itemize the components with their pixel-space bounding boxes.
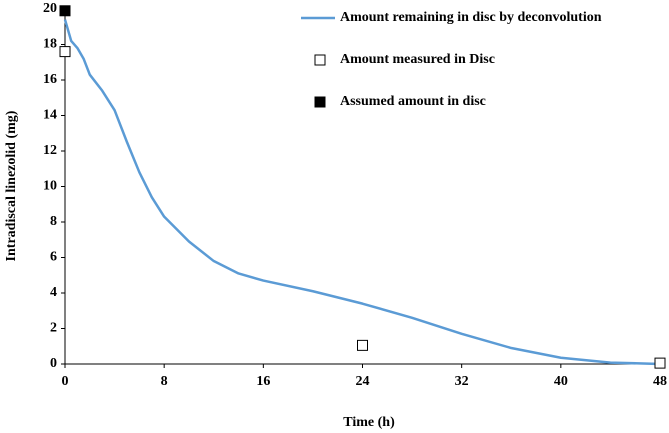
y-tick-label: 18	[43, 37, 57, 52]
y-tick-label: 6	[50, 250, 57, 265]
x-tick-label: 32	[455, 374, 469, 389]
data-point	[357, 339, 368, 351]
x-tick-label: 0	[62, 374, 69, 389]
y-tick-label: 0	[50, 356, 57, 371]
data-point	[59, 46, 71, 58]
legend-label: Amount remaining in disc by deconvolutio…	[340, 10, 602, 25]
legend-swatch	[314, 54, 326, 66]
x-tick-label: 24	[356, 374, 370, 389]
x-tick-label: 48	[653, 374, 667, 389]
legend-label: Amount measured in Disc	[340, 52, 495, 67]
legend-label: Assumed amount in disc	[340, 94, 486, 109]
x-tick-label: 8	[161, 374, 168, 389]
legend-swatch	[314, 96, 326, 108]
y-tick-label: 10	[43, 179, 57, 194]
y-tick-label: 20	[43, 1, 57, 16]
data-point	[654, 357, 666, 369]
y-tick-label: 8	[50, 214, 57, 229]
x-axis-label: Time (h)	[343, 415, 395, 430]
y-tick-label: 16	[43, 72, 57, 87]
y-tick-label: 4	[50, 285, 57, 300]
y-tick-label: 14	[43, 108, 57, 123]
x-tick-label: 16	[256, 374, 270, 389]
y-axis-label: Intradiscal linezolid (mg)	[4, 110, 19, 261]
x-tick-label: 40	[554, 374, 568, 389]
y-tick-label: 2	[50, 321, 57, 336]
y-tick-label: 12	[43, 143, 57, 158]
data-point	[59, 5, 71, 17]
data-line	[63, 19, 661, 366]
